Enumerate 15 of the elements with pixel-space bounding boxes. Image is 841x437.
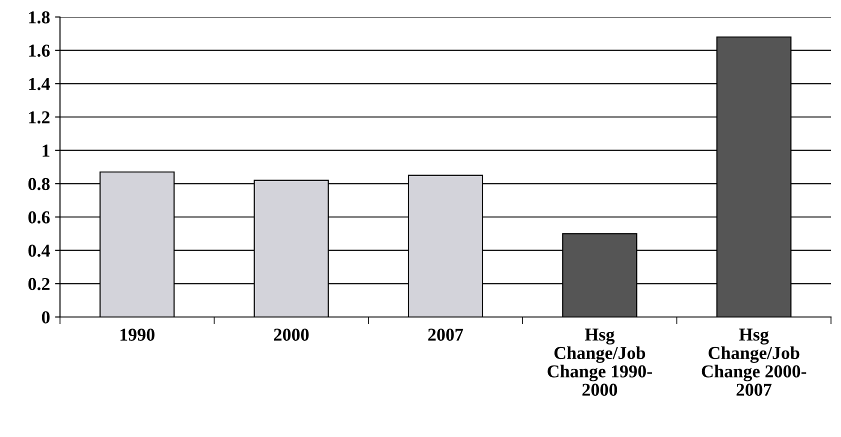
x-tick-label: 1990	[120, 328, 154, 341]
x-tick-label: Hsg Change/Job Change 2000- 2007	[702, 328, 806, 396]
y-tick-label: 1.2	[29, 111, 50, 124]
y-tick-label: 0.4	[28, 244, 50, 257]
y-tick-label: 1	[42, 144, 50, 157]
y-tick-label: 0.6	[28, 211, 50, 224]
x-tick-label: 2007	[428, 328, 464, 341]
y-tick-label: 1.6	[29, 44, 50, 57]
x-tick-label: Hsg Change/Job Change 1990- 2000	[548, 328, 652, 396]
y-tick-label: 1.8	[29, 11, 50, 24]
y-tick-label: 0	[42, 311, 50, 324]
y-tick-label: 1.4	[29, 78, 50, 90]
y-tick-label: 0.8	[28, 178, 50, 190]
y-tick-label: 0.2	[28, 278, 50, 290]
x-tick-label: 2000	[274, 328, 309, 341]
